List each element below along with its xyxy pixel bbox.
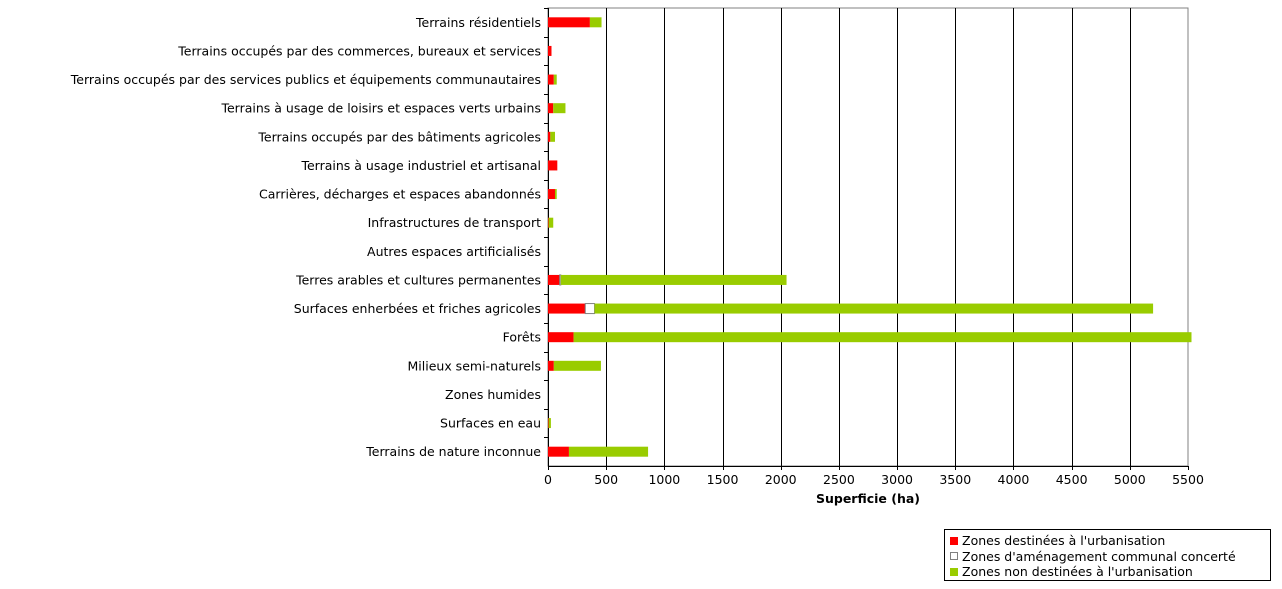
- legend-label: Zones destinées à l'urbanisation: [962, 533, 1166, 548]
- x-tick-label: 3000: [881, 472, 913, 487]
- plot-area: 0 500 1000 1500 2000 2500 3000 3500 4000 4500 5000…: [70, 7, 1204, 487]
- bar-segment-series-1: [548, 160, 558, 171]
- category-label: Terres arables et cultures permanentes: [295, 272, 541, 287]
- legend-label: Zones non destinées à l'urbanisation: [962, 564, 1193, 579]
- legend-swatch: [950, 536, 958, 545]
- bar-segment-series-3: [594, 303, 1154, 314]
- category-label: Zones humides: [445, 387, 541, 402]
- x-tick-label: 5000: [1114, 472, 1146, 487]
- category-label: Surfaces en eau: [440, 416, 541, 431]
- category-label: Terrains occupés par des bâtiments agric…: [257, 129, 541, 144]
- legend-swatch: [950, 552, 958, 561]
- bar-segment-series-1: [548, 360, 554, 371]
- bar-segment-series-3: [548, 217, 554, 228]
- x-tick-label: 1500: [707, 472, 739, 487]
- bar-segment-series-2: [559, 274, 562, 286]
- legend: Zones destinées à l'urbanisation Zones d'…: [944, 529, 1271, 581]
- category-label: Terrains à usage industriel et artisanal: [300, 158, 541, 173]
- category-label: Surfaces enherbées et friches agricoles: [294, 301, 541, 316]
- bar-segment-series-1: [548, 189, 555, 200]
- legend-swatch: [950, 567, 958, 576]
- bar-segment-series-1: [548, 217, 549, 228]
- x-tick-label: 2000: [765, 472, 797, 487]
- x-tick-label: 1000: [648, 472, 680, 487]
- bar-segment-series-1: [548, 45, 552, 56]
- x-tick-label: 0: [544, 472, 552, 487]
- category-label: Terrains à usage de loisirs et espaces v…: [220, 101, 541, 116]
- legend-item: Zones non destinées à l'urbanisation: [950, 564, 1265, 580]
- bar-segment-series-3: [568, 446, 649, 457]
- bar-chart: 0 500 1000 1500 2000 2500 3000 3500 4000 4500 5000…: [70, 7, 1204, 506]
- legend-item: Zones destinées à l'urbanisation: [950, 533, 1265, 549]
- bar-segment-series-3: [548, 418, 551, 429]
- x-tick-label: 2500: [823, 472, 855, 487]
- bar-segment-series-3: [589, 17, 602, 28]
- legend-item: Zones d'aménagement communal concerté: [950, 549, 1265, 565]
- category-label: Milieux semi-naturels: [408, 358, 542, 373]
- category-label: Carrières, décharges et espaces abandonn…: [259, 187, 541, 202]
- category-label: Terrains occupés par des services public…: [70, 72, 541, 87]
- bar-segment-series-1: [548, 103, 554, 114]
- bar-segment-series-1: [548, 131, 551, 142]
- bar-segment-series-3: [573, 332, 1192, 343]
- category-label: Terrains occupés par des commerces, bure…: [177, 43, 541, 58]
- category-label: Infrastructures de transport: [368, 215, 541, 230]
- category-label: Terrains résidentiels: [415, 15, 541, 30]
- bar-segment-series-1: [548, 303, 586, 314]
- bar-segment-series-1: [548, 274, 560, 285]
- x-tick-label: 500: [594, 472, 618, 487]
- plot-frame: [547, 7, 1189, 467]
- category-label: Terrains de nature inconnue: [365, 444, 541, 459]
- bar-segment-series-3: [553, 74, 557, 85]
- x-tick-label: 4500: [1056, 472, 1088, 487]
- x-tick-label: 5500: [1172, 472, 1204, 487]
- bar-segment-series-1: [548, 446, 569, 457]
- category-label: Autres espaces artificialisés: [367, 244, 541, 259]
- bar-segment-series-1: [548, 332, 574, 343]
- category-label: Forêts: [503, 330, 541, 345]
- bar-segment-series-3: [560, 274, 787, 285]
- bar-segment-series-1: [548, 17, 590, 28]
- legend-label: Zones d'aménagement communal concerté: [962, 548, 1236, 564]
- x-tick-label: 3500: [939, 472, 971, 487]
- x-axis-title: Superficie (ha): [816, 491, 920, 506]
- x-tick-label: 4000: [998, 472, 1030, 487]
- bar-segment-series-3: [553, 103, 566, 114]
- bar-segment-series-1: [548, 418, 549, 429]
- bar-segment-series-3: [553, 360, 601, 371]
- bar-segment-series-3: [554, 189, 557, 200]
- bar-segment-series-1: [548, 74, 554, 85]
- bar-segment-series-2: [584, 303, 596, 315]
- bar-segment-series-3: [550, 131, 555, 142]
